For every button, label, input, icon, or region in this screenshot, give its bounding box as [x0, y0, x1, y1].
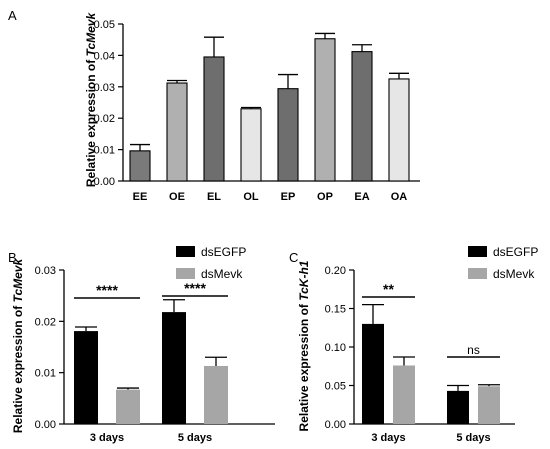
bar-dsegfp-2 [162, 312, 186, 424]
y-tick-label: 0.03 [35, 265, 56, 277]
significance-label: ** [383, 281, 394, 297]
x-category-label: EE [133, 191, 148, 203]
y-tick-label: 0.10 [325, 342, 346, 354]
legend-swatch-dsmevk [176, 268, 195, 279]
legend-label-dsegfp: dsEGFP [201, 245, 246, 259]
panel-c: C Relative expression of TcK-h1 0.00 0.05… [289, 245, 538, 444]
legend-swatch-dsmevk [468, 268, 487, 279]
bar-ol [240, 108, 262, 182]
bar-ee [129, 150, 151, 182]
panel-b-y-axis: 0.00 0.01 0.02 0.03 [35, 265, 275, 431]
bar-op [314, 38, 336, 182]
bar-ep [277, 88, 299, 182]
panel-c-ylabel: Relative expression of TcK-h1 [297, 260, 311, 431]
y-tick-label: 0.01 [94, 145, 115, 157]
panel-c-legend: dsEGFP dsMevk [468, 245, 538, 281]
panel-b-letter: B [8, 250, 17, 265]
y-tick-label: 0.15 [325, 304, 346, 316]
panel-b: B Relative expression of TcMevk 0.00 0.01… [8, 245, 275, 444]
x-category-label: OA [391, 191, 408, 203]
bar-dsmevk-1 [393, 365, 415, 424]
significance-label: ns [467, 343, 480, 357]
y-tick-label: 0.04 [94, 50, 115, 62]
panel-b-ylabel: Relative expression of TcMevk [11, 258, 25, 434]
bar-oa [388, 78, 410, 182]
bar-oe [166, 82, 188, 182]
bar-el [203, 56, 225, 182]
y-tick-label: 0.02 [94, 113, 115, 125]
panel-b-legend: dsEGFP dsMevk [176, 245, 246, 281]
bar-dsmevk-2 [204, 365, 228, 424]
x-category-label: EP [281, 191, 296, 203]
x-category-label: 3 days [90, 432, 124, 444]
y-tick-label: 0.05 [94, 19, 115, 31]
panel-b-bars [74, 299, 228, 424]
bar-dsmevk-1 [116, 389, 140, 424]
legend-swatch-dsegfp [468, 246, 487, 257]
bar-ea [351, 51, 373, 182]
panel-a-ylabel: Relative expression of TcMevk [84, 12, 98, 188]
panel-c-significance: ** ns [362, 281, 500, 358]
significance-label: **** [96, 282, 118, 298]
bar-dsegfp-1 [362, 323, 384, 424]
y-tick-label: 0.00 [325, 419, 346, 431]
y-tick-label: 0.00 [35, 419, 56, 431]
x-category-label: 5 days [178, 432, 212, 444]
x-category-label: OE [169, 191, 185, 203]
panel-c-letter: C [289, 250, 298, 265]
y-tick-label: 0.03 [94, 82, 115, 94]
panel-a-letter: A [8, 8, 17, 23]
legend-swatch-dsegfp [176, 246, 195, 257]
panel-b-significance: **** **** [74, 280, 228, 299]
y-tick-label: 0.02 [35, 316, 56, 328]
x-category-label: 3 days [371, 432, 405, 444]
panel-a-bars [129, 32, 410, 182]
x-category-label: OP [317, 191, 333, 203]
legend-label-dsmevk: dsMevk [493, 267, 535, 281]
panel-a-x-axis: EE OE EL OL EP OP EA OA [133, 191, 408, 203]
panel-c-y-axis: 0.00 0.05 0.10 0.15 0.20 [325, 265, 515, 431]
panel-a: A Relative expression of TcMevk 0.00 0.01… [8, 8, 420, 203]
significance-label: **** [184, 280, 206, 296]
y-tick-label: 0.01 [35, 368, 56, 380]
bar-dsmevk-2 [478, 386, 500, 424]
x-category-label: EL [207, 191, 221, 203]
x-category-label: OL [243, 191, 259, 203]
legend-label-dsmevk: dsMevk [201, 267, 243, 281]
panel-c-bars [362, 303, 500, 424]
x-category-label: EA [354, 191, 369, 203]
panel-b-x-axis: 3 days 5 days [90, 432, 212, 444]
x-category-label: 5 days [456, 432, 490, 444]
bar-dsegfp-1 [74, 331, 98, 424]
y-tick-label: 0.00 [94, 176, 115, 188]
panel-c-x-axis: 3 days 5 days [371, 432, 490, 444]
y-tick-label: 0.20 [325, 265, 346, 277]
y-tick-label: 0.05 [325, 381, 346, 393]
legend-label-dsegfp: dsEGFP [493, 245, 538, 259]
bar-dsegfp-2 [447, 390, 469, 424]
